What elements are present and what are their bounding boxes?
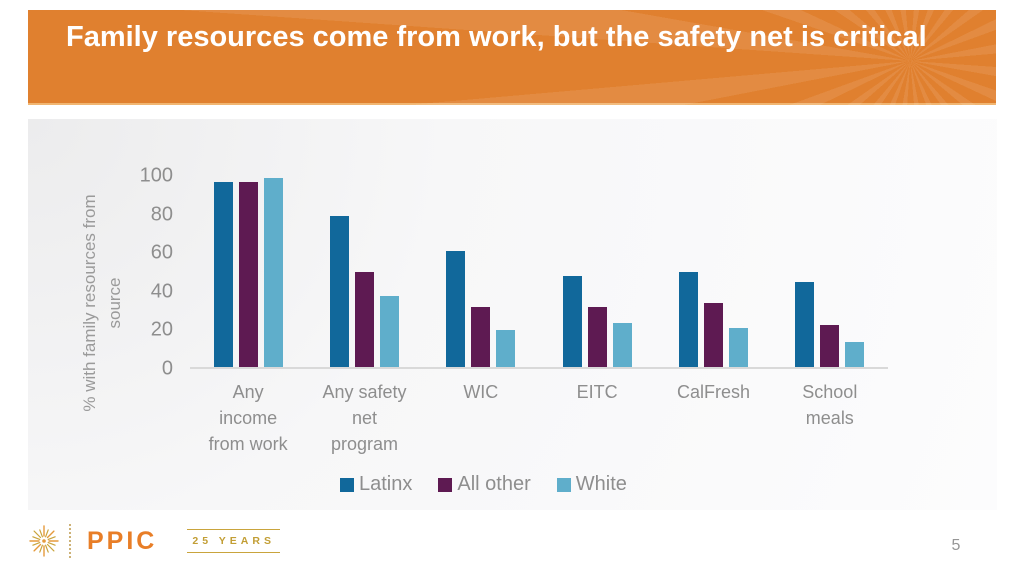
chart-card: % with family resources from source 0 20 4… bbox=[28, 119, 997, 510]
bar-latinx-4 bbox=[678, 272, 698, 367]
y-tick-100: 100 bbox=[139, 164, 173, 187]
bar-latinx-5 bbox=[795, 282, 815, 367]
legend-item-white: White bbox=[556, 473, 627, 496]
legend-swatch-icon bbox=[556, 477, 571, 492]
y-tick-40: 40 bbox=[150, 280, 173, 303]
bar-latinx-1 bbox=[329, 216, 349, 367]
bar-white-1 bbox=[379, 295, 399, 367]
legend-label: All other bbox=[457, 473, 531, 495]
plot-area bbox=[190, 176, 888, 369]
bar-white-4 bbox=[728, 328, 748, 367]
bar-white-5 bbox=[845, 341, 865, 367]
x-label-2: WIC bbox=[463, 382, 499, 402]
bar-white-2 bbox=[496, 330, 516, 367]
bar-group-5 bbox=[772, 176, 888, 367]
footer-logo: PPIC 25 YEARS bbox=[28, 521, 280, 561]
ppic-wordmark: PPIC bbox=[87, 526, 158, 555]
bar-all-other-1 bbox=[354, 272, 374, 367]
bar-latinx-2 bbox=[446, 251, 466, 367]
x-label-4: CalFresh bbox=[676, 382, 750, 402]
page-number: 5 bbox=[951, 537, 961, 554]
bar-all-other-3 bbox=[587, 307, 607, 367]
bar-all-other-2 bbox=[471, 307, 491, 367]
x-label-3: EITC bbox=[576, 382, 618, 402]
legend-label: Latinx bbox=[359, 473, 413, 495]
legend-item-all-other: All other bbox=[438, 473, 531, 496]
legend-swatch-icon bbox=[438, 477, 453, 492]
chart-legend: Latinx All other White bbox=[340, 473, 627, 496]
x-axis-labels: Any income from work Any safety net progr… bbox=[190, 379, 888, 457]
legend-label: White bbox=[575, 473, 627, 495]
logo-divider bbox=[69, 524, 71, 558]
bar-white-0 bbox=[263, 177, 283, 367]
bar-group-4 bbox=[655, 176, 771, 367]
y-tick-0: 0 bbox=[161, 357, 173, 380]
bar-group-0 bbox=[190, 176, 306, 367]
bar-group-1 bbox=[306, 176, 422, 367]
slide-title: Family resources come from work, but the… bbox=[66, 21, 927, 53]
x-label-5: School meals bbox=[802, 382, 858, 428]
bar-group-3 bbox=[539, 176, 655, 367]
bar-all-other-0 bbox=[238, 181, 258, 367]
bar-latinx-3 bbox=[562, 276, 582, 367]
x-label-1: Any safety net program bbox=[322, 382, 407, 454]
y-axis-ticks: 0 20 40 60 80 100 bbox=[28, 165, 173, 380]
bar-group-2 bbox=[423, 176, 539, 367]
ppic-starburst-icon bbox=[29, 525, 59, 557]
legend-swatch-icon bbox=[340, 477, 354, 492]
bar-all-other-4 bbox=[703, 303, 723, 367]
y-tick-60: 60 bbox=[150, 241, 173, 264]
bar-white-3 bbox=[612, 322, 632, 367]
x-label-0: Any income from work bbox=[208, 382, 288, 454]
y-tick-20: 20 bbox=[150, 318, 173, 341]
y-tick-80: 80 bbox=[150, 203, 173, 226]
legend-item-latinx: Latinx bbox=[340, 473, 412, 496]
bar-latinx-0 bbox=[213, 181, 233, 367]
header-banner: Family resources come from work, but the… bbox=[28, 10, 996, 105]
bar-all-other-5 bbox=[820, 324, 840, 367]
anniversary-badge: 25 YEARS bbox=[187, 529, 280, 553]
